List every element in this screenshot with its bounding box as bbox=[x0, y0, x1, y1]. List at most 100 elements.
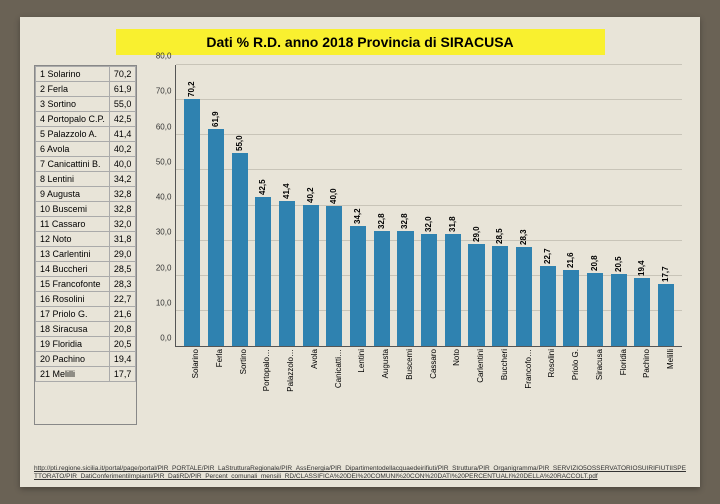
x-axis-label: Augusta bbox=[381, 349, 390, 378]
table-row: 20 Pachino19,4 bbox=[36, 352, 136, 367]
bar: 28,3 bbox=[516, 247, 532, 346]
bar-slot: 32,8 bbox=[370, 65, 394, 346]
rank-cell: 6 Avola bbox=[36, 142, 110, 157]
y-axis-label: 20,0 bbox=[147, 263, 171, 272]
bar-value-label: 31,8 bbox=[448, 217, 457, 233]
value-cell: 41,4 bbox=[109, 127, 136, 142]
table-row: 18 Siracusa20,8 bbox=[36, 322, 136, 337]
bar: 28,5 bbox=[492, 246, 508, 346]
bar-slot: 22,7 bbox=[536, 65, 560, 346]
bar-slot: 34,2 bbox=[346, 65, 370, 346]
bar-slot: 40,2 bbox=[299, 65, 323, 346]
bar-slot: 40,0 bbox=[323, 65, 347, 346]
value-cell: 20,8 bbox=[109, 322, 136, 337]
bar: 34,2 bbox=[350, 226, 366, 346]
bar-slot: 31,8 bbox=[441, 65, 465, 346]
table-row: 7 Canicattini B.40,0 bbox=[36, 157, 136, 172]
rank-cell: 13 Carlentini bbox=[36, 247, 110, 262]
bar-value-label: 19,4 bbox=[637, 260, 646, 276]
x-axis-label: Buccheri bbox=[500, 349, 509, 380]
table-row: 4 Portopalo C.P.42,5 bbox=[36, 112, 136, 127]
value-cell: 28,3 bbox=[109, 277, 136, 292]
bar: 32,8 bbox=[397, 231, 413, 346]
value-cell: 31,8 bbox=[109, 232, 136, 247]
table-row: 1 Solarino70,2 bbox=[36, 67, 136, 82]
table-row: 15 Francofonte28,3 bbox=[36, 277, 136, 292]
x-axis-label: Francofo… bbox=[524, 349, 533, 389]
x-axis-label: Melilli bbox=[666, 349, 675, 369]
bar-value-label: 28,5 bbox=[495, 228, 504, 244]
bar-slot: 17,7 bbox=[654, 65, 678, 346]
ranking-table: 1 Solarino70,22 Ferla61,93 Sortino55,04 … bbox=[34, 65, 137, 425]
table-row: 5 Palazzolo A.41,4 bbox=[36, 127, 136, 142]
y-axis-label: 70,0 bbox=[147, 87, 171, 96]
table-row: 21 Melilli17,7 bbox=[36, 367, 136, 382]
rank-cell: 1 Solarino bbox=[36, 67, 110, 82]
value-cell: 32,0 bbox=[109, 217, 136, 232]
bar: 55,0 bbox=[232, 153, 248, 346]
bar: 31,8 bbox=[445, 234, 461, 346]
value-cell: 28,5 bbox=[109, 262, 136, 277]
rank-cell: 17 Priolo G. bbox=[36, 307, 110, 322]
rank-cell: 21 Melilli bbox=[36, 367, 110, 382]
bar-slot: 28,3 bbox=[512, 65, 536, 346]
bar-value-label: 29,0 bbox=[472, 227, 481, 243]
table-row: 9 Augusta32,8 bbox=[36, 187, 136, 202]
source-url: http://pti.regione.sicilia.it/portal/pag… bbox=[34, 465, 686, 481]
page-title: Dati % R.D. anno 2018 Provincia di SIRAC… bbox=[116, 29, 605, 55]
bar: 20,5 bbox=[611, 274, 627, 346]
bar-slot: 20,8 bbox=[583, 65, 607, 346]
rank-cell: 16 Rosolini bbox=[36, 292, 110, 307]
rank-cell: 11 Cassaro bbox=[36, 217, 110, 232]
x-axis-label: Portopalo… bbox=[262, 349, 271, 391]
bar: 40,0 bbox=[326, 206, 342, 347]
y-axis-label: 60,0 bbox=[147, 122, 171, 131]
bar: 19,4 bbox=[634, 278, 650, 346]
bar: 22,7 bbox=[540, 266, 556, 346]
bar: 21,6 bbox=[563, 270, 579, 346]
bar-value-label: 32,8 bbox=[400, 213, 409, 229]
value-cell: 19,4 bbox=[109, 352, 136, 367]
y-axis-label: 50,0 bbox=[147, 157, 171, 166]
value-cell: 29,0 bbox=[109, 247, 136, 262]
bar-value-label: 20,8 bbox=[590, 255, 599, 271]
bar-value-label: 32,8 bbox=[377, 213, 386, 229]
value-cell: 32,8 bbox=[109, 202, 136, 217]
table-row: 16 Rosolini22,7 bbox=[36, 292, 136, 307]
bar-slot: 41,4 bbox=[275, 65, 299, 346]
x-axis-label: Cassaro bbox=[429, 349, 438, 379]
value-cell: 40,0 bbox=[109, 157, 136, 172]
bar-slot: 19,4 bbox=[630, 65, 654, 346]
x-axis-label: Carlentini bbox=[476, 349, 485, 383]
y-axis-label: 30,0 bbox=[147, 228, 171, 237]
x-axis-label: Noto bbox=[452, 349, 461, 366]
x-axis-label: Avola bbox=[310, 349, 319, 369]
bar: 41,4 bbox=[279, 201, 295, 346]
x-axis-label: Rosolini bbox=[547, 349, 556, 377]
bar: 40,2 bbox=[303, 205, 319, 346]
rank-cell: 15 Francofonte bbox=[36, 277, 110, 292]
bar-value-label: 70,2 bbox=[187, 82, 196, 98]
rank-cell: 10 Buscemi bbox=[36, 202, 110, 217]
bar: 61,9 bbox=[208, 129, 224, 346]
x-axis-label: Pachino bbox=[642, 349, 651, 378]
table-row: 19 Floridia20,5 bbox=[36, 337, 136, 352]
table-row: 6 Avola40,2 bbox=[36, 142, 136, 157]
y-axis-label: 10,0 bbox=[147, 298, 171, 307]
rank-cell: 20 Pachino bbox=[36, 352, 110, 367]
rank-cell: 9 Augusta bbox=[36, 187, 110, 202]
bar-value-label: 40,0 bbox=[329, 188, 338, 204]
bar-value-label: 40,2 bbox=[306, 187, 315, 203]
table-row: 13 Carlentini29,0 bbox=[36, 247, 136, 262]
value-cell: 20,5 bbox=[109, 337, 136, 352]
bar-slot: 21,6 bbox=[559, 65, 583, 346]
x-axis-label: Solarino bbox=[191, 349, 200, 378]
bar: 70,2 bbox=[184, 99, 200, 346]
bar: 17,7 bbox=[658, 284, 674, 346]
rank-cell: 3 Sortino bbox=[36, 97, 110, 112]
rank-cell: 18 Siracusa bbox=[36, 322, 110, 337]
bar-slot: 61,9 bbox=[204, 65, 228, 346]
value-cell: 70,2 bbox=[109, 67, 136, 82]
bar-value-label: 41,4 bbox=[282, 183, 291, 199]
x-axis-label: Floridia bbox=[619, 349, 628, 375]
